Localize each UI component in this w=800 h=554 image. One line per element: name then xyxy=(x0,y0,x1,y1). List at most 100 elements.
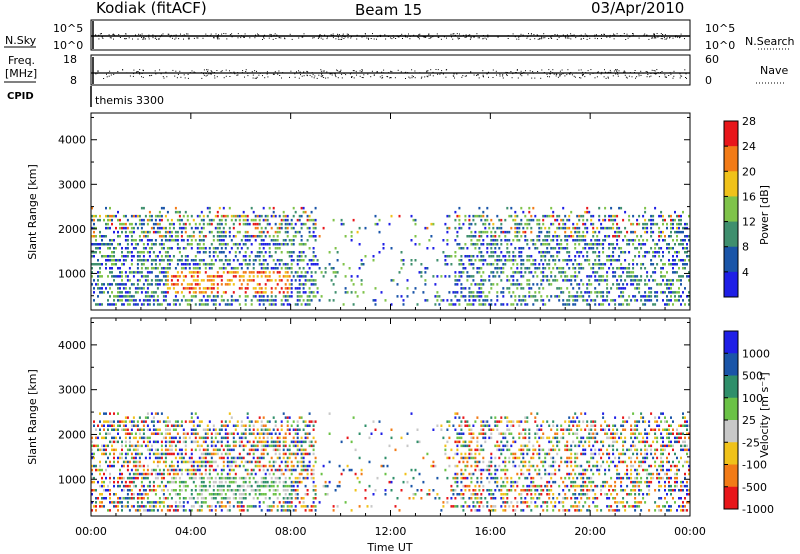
range-gate-cell xyxy=(226,432,229,435)
range-gate-cell xyxy=(612,235,615,238)
range-gate-cell xyxy=(250,299,253,302)
range-gate-cell xyxy=(103,420,105,423)
range-gate-cell xyxy=(516,226,519,230)
nsky-sample xyxy=(566,34,568,36)
range-gate-cell xyxy=(636,247,639,250)
nsky-sample xyxy=(174,38,176,40)
range-gate-cell xyxy=(594,243,597,246)
range-gate-cell xyxy=(138,214,141,218)
range-gate-cell xyxy=(470,259,473,262)
range-gate-cell xyxy=(436,291,439,294)
range-gate-cell xyxy=(196,247,199,250)
range-gate-cell xyxy=(274,267,277,270)
range-gate-cell xyxy=(266,214,269,218)
range-gate-cell xyxy=(162,468,165,472)
nsky-sample xyxy=(661,36,663,38)
range-gate-cell xyxy=(578,235,581,238)
range-gate-cell xyxy=(650,226,653,230)
range-gate-cell xyxy=(119,235,121,238)
freq-label-bottom: [MHz] xyxy=(5,67,37,80)
range-gate-cell xyxy=(238,214,241,218)
freq-sample xyxy=(303,75,305,77)
range-gate-cell xyxy=(93,291,95,294)
freq-sample xyxy=(670,73,672,75)
range-gate-cell xyxy=(128,222,131,226)
range-gate-cell xyxy=(202,287,205,290)
range-gate-cell xyxy=(202,214,205,218)
range-gate-cell xyxy=(474,259,477,262)
range-gate-cell xyxy=(142,235,145,238)
range-gate-cell xyxy=(232,235,235,238)
range-gate-cell xyxy=(656,291,659,294)
range-gate-cell xyxy=(680,239,682,242)
range-gate-cell xyxy=(588,210,591,214)
freq-sample xyxy=(584,76,586,78)
range-gate-cell xyxy=(554,259,557,262)
range-gate-cell xyxy=(498,255,501,258)
range-gate-cell xyxy=(148,283,151,286)
range-gate-cell xyxy=(294,210,297,214)
freq-sample xyxy=(320,70,322,72)
range-gate-cell xyxy=(574,295,577,298)
range-gate-cell xyxy=(538,235,541,238)
range-gate-cell xyxy=(126,295,129,298)
range-gate-cell xyxy=(218,267,221,270)
range-gate-cell xyxy=(650,287,653,290)
range-gate-cell xyxy=(614,214,617,218)
range-gate-cell xyxy=(480,291,483,294)
range-gate-cell xyxy=(210,460,213,464)
range-gate-cell xyxy=(232,476,235,480)
range-gate-cell xyxy=(91,472,93,476)
range-gate-cell xyxy=(280,222,283,226)
range-gate-cell xyxy=(244,468,247,472)
range-gate-cell xyxy=(136,259,139,262)
range-gate-cell xyxy=(262,255,265,258)
range-gate-cell xyxy=(134,472,137,476)
range-gate-cell xyxy=(688,303,690,306)
range-gate-cell xyxy=(134,214,137,218)
range-gate-cell xyxy=(274,295,277,298)
range-gate-cell xyxy=(570,235,573,238)
nsky-sample xyxy=(621,35,623,37)
range-gate-cell xyxy=(186,263,189,266)
range-gate-cell xyxy=(200,472,203,476)
nsky-sample xyxy=(148,36,150,38)
nsky-sample xyxy=(137,38,139,40)
range-gate-cell xyxy=(344,287,347,290)
range-gate-cell xyxy=(284,243,287,246)
range-gate-cell xyxy=(232,226,235,230)
range-gate-cell xyxy=(194,279,197,282)
range-gate-cell xyxy=(198,247,201,250)
range-gate-cell xyxy=(242,279,245,282)
range-gate-cell xyxy=(486,206,489,210)
freq-sample xyxy=(314,75,316,77)
range-gate-cell xyxy=(670,295,672,298)
range-gate-cell xyxy=(638,214,641,218)
range-gate-cell xyxy=(152,489,155,492)
nsky-sample xyxy=(566,37,568,39)
range-gate-cell xyxy=(113,214,115,218)
range-gate-cell xyxy=(672,218,674,222)
nsky-sample xyxy=(427,35,429,37)
range-gate-cell xyxy=(105,489,107,492)
range-gate-cell xyxy=(196,283,199,286)
range-gate-cell xyxy=(272,271,275,274)
range-gate-cell xyxy=(180,468,183,472)
range-gate-cell xyxy=(206,476,209,480)
range-gate-cell xyxy=(358,267,361,270)
range-gate-cell xyxy=(134,239,137,242)
nsky-sample xyxy=(274,33,276,35)
range-gate-cell xyxy=(492,251,495,254)
range-gate-cell xyxy=(454,255,457,258)
freq-sample xyxy=(664,74,666,76)
range-gate-cell xyxy=(292,235,295,238)
range-gate-cell xyxy=(528,218,531,222)
range-gate-cell xyxy=(414,287,417,290)
range-gate-cell xyxy=(468,263,471,266)
nsky-sample xyxy=(529,38,531,40)
range-gate-cell xyxy=(121,456,123,460)
range-gate-cell xyxy=(216,255,219,258)
range-gate-cell xyxy=(160,243,163,246)
range-gate-cell xyxy=(95,444,97,448)
range-gate-cell xyxy=(240,436,243,440)
